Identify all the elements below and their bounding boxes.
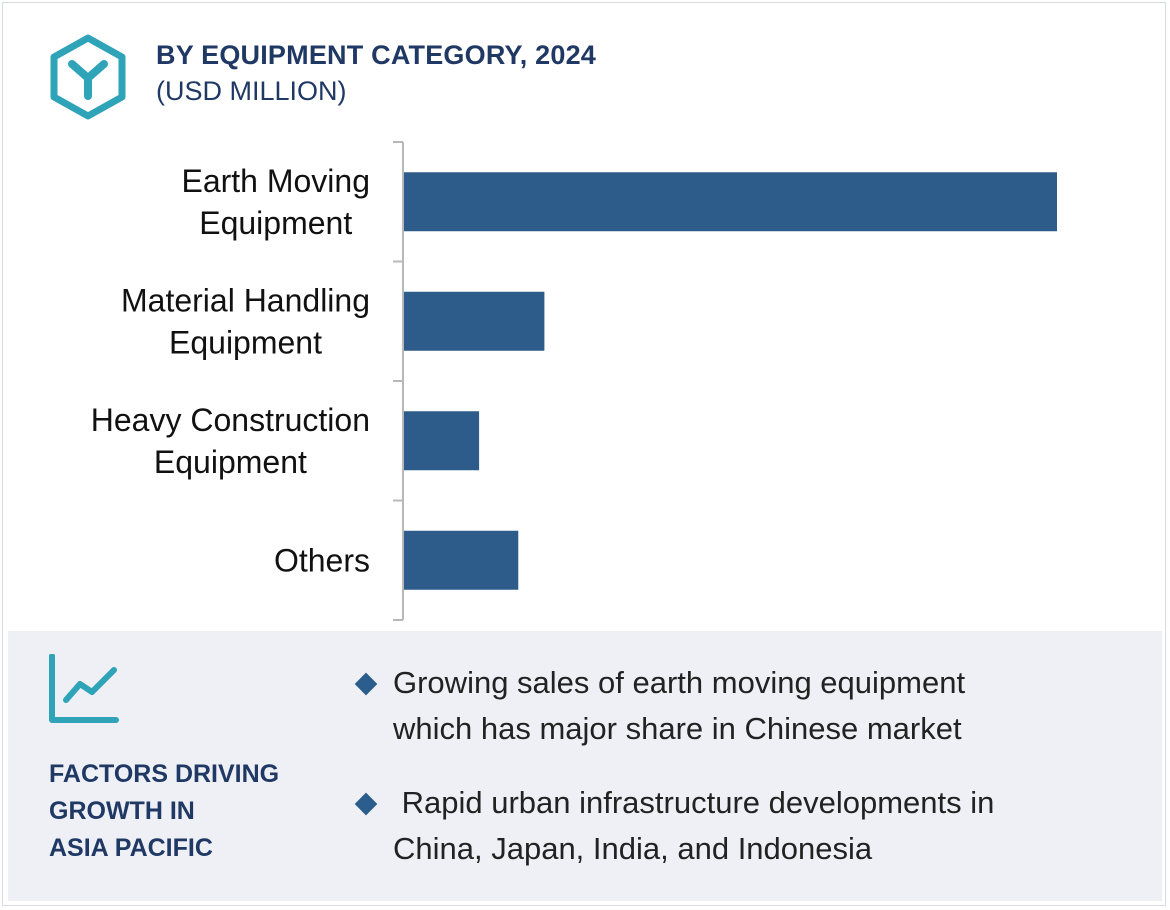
factors-title-line: FACTORS DRIVING xyxy=(49,760,280,788)
hexagon-y-logo-icon xyxy=(50,34,126,120)
factors-panel xyxy=(8,631,1162,901)
factor-bullet: Growing sales of earth moving equipment … xyxy=(354,660,1118,752)
bar xyxy=(404,411,480,471)
chart-title: BY EQUIPMENT CATEGORY, 2024 xyxy=(156,40,597,70)
factors-title: FACTORS DRIVING GROWTH IN ASIA PACIFIC xyxy=(49,756,329,867)
factors-title-line: GROWTH IN xyxy=(49,797,195,825)
diamond-bullet-icon xyxy=(354,792,378,816)
bar xyxy=(404,530,519,590)
category-tick-label: Material Handling xyxy=(121,282,370,318)
factor-bullet-line: Growing sales of earth moving equipment xyxy=(393,665,966,700)
diamond-bullet-icon xyxy=(354,672,378,696)
category-tick-label: Equipment xyxy=(154,444,307,480)
category-tick-label: Earth Moving xyxy=(181,163,370,199)
bar xyxy=(404,291,545,351)
category-tick-label: Equipment xyxy=(169,324,322,360)
category-tick-label: Equipment xyxy=(199,205,352,241)
trend-line-chart-icon xyxy=(49,654,119,723)
factor-bullet-line: China, Japan, India, and Indonesia xyxy=(393,831,873,866)
category-tick-label: Others xyxy=(274,542,370,578)
factors-title-line: ASIA PACIFIC xyxy=(49,834,213,862)
factor-bullet-line: which has major share in Chinese market xyxy=(393,711,962,746)
factor-bullet-line: Rapid urban infrastructure developments … xyxy=(393,785,995,820)
bar xyxy=(404,172,1057,232)
category-tick-label: Heavy Construction xyxy=(91,402,370,438)
factor-bullet: Rapid urban infrastructure developments … xyxy=(354,780,1118,872)
bar-chart: Earth Moving Equipment Material Handling Eq… xyxy=(91,141,1057,621)
chart-subtitle: (USD MILLION) xyxy=(156,76,347,106)
